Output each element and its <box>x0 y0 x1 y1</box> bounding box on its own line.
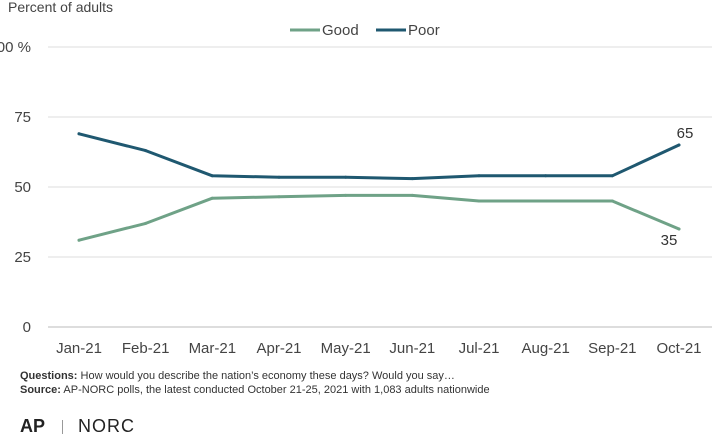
y-axis-ticks: 0 25 50 75 100 % <box>0 39 31 336</box>
data-point-poor <box>477 174 481 178</box>
x-tick-label: May-21 <box>321 340 371 357</box>
norc-logo-text: NORC <box>78 416 135 436</box>
series-line-good <box>77 193 681 242</box>
x-tick-label: Oct-21 <box>656 340 701 357</box>
questions-label: Questions: <box>20 370 78 382</box>
x-tick-label: Mar-21 <box>189 340 237 357</box>
data-point-good <box>210 196 214 200</box>
x-tick-label: Sep-21 <box>588 340 636 357</box>
legend-label-good: Good <box>322 22 359 39</box>
data-point-good <box>610 199 614 203</box>
x-tick-label: Jun-21 <box>389 340 435 357</box>
gridlines <box>48 46 712 328</box>
data-point-poor <box>344 175 348 179</box>
data-point-poor <box>277 175 281 179</box>
x-tick-label: Apr-21 <box>256 340 301 357</box>
data-point-poor <box>677 143 681 147</box>
legend-label-poor: Poor <box>408 22 440 39</box>
data-point-good <box>277 195 281 199</box>
series-line-poor <box>77 132 681 181</box>
line-chart: Percent of adults 0 25 50 75 100 % Jan-21 Feb… <box>0 0 712 357</box>
data-point-poor <box>77 132 81 136</box>
source-label: Source: <box>20 384 61 396</box>
y-tick-label: 50 <box>14 179 31 196</box>
ap-logo-text: AP <box>20 416 46 436</box>
source-text: AP-NORC polls, the latest conducted Octo… <box>63 384 490 396</box>
data-point-poor <box>410 177 414 181</box>
data-point-good <box>544 199 548 203</box>
data-point-poor <box>144 149 148 153</box>
y-tick-label: 100 % <box>0 39 31 56</box>
x-tick-label: Jan-21 <box>56 340 102 357</box>
data-point-good <box>144 221 148 225</box>
x-tick-label: Jul-21 <box>459 340 500 357</box>
data-point-good <box>477 199 481 203</box>
data-point-poor <box>210 174 214 178</box>
y-tick-label: 75 <box>14 109 31 126</box>
x-tick-label: Feb-21 <box>122 340 170 357</box>
data-point-good <box>410 193 414 197</box>
source-note: Source: AP-NORC polls, the latest conduc… <box>20 384 490 397</box>
data-point-good <box>677 227 681 231</box>
data-point-poor <box>544 174 548 178</box>
data-labels: 35 65 <box>661 125 694 249</box>
questions-text: How would you describe the nation’s econ… <box>80 370 455 382</box>
y-tick-label: 0 <box>23 319 31 336</box>
data-point-poor <box>610 174 614 178</box>
legend: Good Poor <box>290 22 440 39</box>
series-lines <box>77 132 681 242</box>
y-tick-label: 25 <box>14 249 31 266</box>
end-label-poor: 65 <box>677 125 694 142</box>
data-point-good <box>77 238 81 242</box>
x-axis-ticks: Jan-21 Feb-21 Mar-21 Apr-21 May-21 Jun-21 Jul-… <box>56 340 701 357</box>
end-label-good: 35 <box>661 232 678 249</box>
data-point-good <box>344 193 348 197</box>
x-tick-label: Aug-21 <box>521 340 569 357</box>
logo-divider <box>62 420 63 434</box>
questions-note: Questions: How would you describe the na… <box>20 370 455 383</box>
y-axis-title: Percent of adults <box>8 0 113 15</box>
